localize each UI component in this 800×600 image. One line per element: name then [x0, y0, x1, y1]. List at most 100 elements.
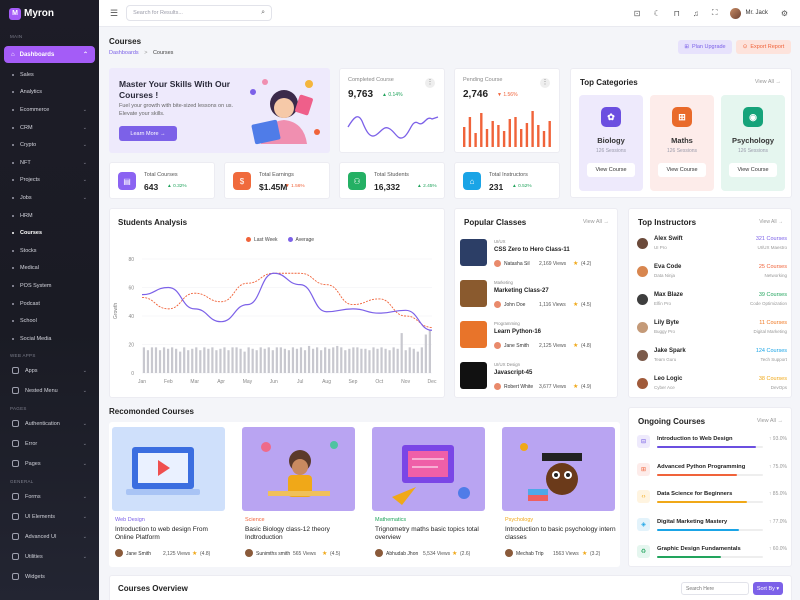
category-maths[interactable]: ⊞ Maths 126 Sessions View Course	[650, 95, 714, 191]
ongoing-course-item[interactable]: ‹› Data Science for Beginners ↑ 85.0%	[637, 490, 787, 512]
sidebar-item-nested[interactable]: Nested Menu ⌄	[0, 381, 99, 401]
sidebar-item-school[interactable]: School	[0, 312, 99, 330]
view-course-button[interactable]: View Course	[587, 163, 635, 177]
sidebar-item-advanced-ui[interactable]: Advanced UI ⌄	[0, 527, 99, 547]
overview-search-input[interactable]	[681, 582, 749, 595]
sidebar-item-apps[interactable]: Apps ⌄	[0, 361, 99, 381]
sidebar-item-medical[interactable]: Medical	[0, 260, 99, 278]
app-logo[interactable]: M Myron	[0, 0, 99, 27]
learn-more-button[interactable]: Learn More →	[119, 126, 177, 141]
recommended-course-card[interactable]: Science Basic Biology class-12 theory Ind…	[242, 427, 363, 569]
instructor-item[interactable]: Max Blaze Elfin Pro 39 Courses Code Optimiz…	[637, 291, 787, 313]
view-all-link[interactable]: View All →	[756, 418, 783, 424]
moon-icon[interactable]: ☾	[653, 8, 661, 18]
more-options-icon[interactable]: ⋮	[425, 78, 435, 88]
ongoing-course-item[interactable]: ♻ Graphic Design Fundamentals ↑ 60.0%	[637, 545, 787, 567]
sidebar-item-podcast[interactable]: Podcast	[0, 295, 99, 313]
sidebar-item-social-media[interactable]: Social Media	[0, 330, 99, 348]
bell-icon[interactable]: ♫	[692, 8, 699, 18]
popular-class-item[interactable]: Programming Learn Python-16 Jane Smith 2,12…	[460, 321, 610, 352]
sidebar-item-pos-system[interactable]: POS System	[0, 277, 99, 295]
instructor-item[interactable]: Eva Code Data Ninja 25 Courses Networking	[637, 263, 787, 285]
sidebar-item-ui-elements[interactable]: UI Elements ⌄	[0, 507, 99, 527]
popular-class-item[interactable]: Marketing Marketing Class-27 John Doe 1,116…	[460, 280, 610, 311]
recommended-course-card[interactable]: Web Design Introduction to web design Fro…	[112, 427, 233, 569]
completed-change: ▲ 0.14%	[382, 92, 403, 98]
sidebar-item-forms[interactable]: Forms ⌄	[0, 487, 99, 507]
search-box[interactable]: ⌕	[126, 5, 273, 21]
gear-icon[interactable]: ⚙	[780, 8, 788, 18]
sidebar-item-dashboards[interactable]: ⌂ Dashboards ⌃	[4, 46, 95, 63]
popular-class-item[interactable]: UI/UX Design Javascript-45 Robert White 3,6…	[460, 362, 610, 393]
sidebar-item-authentication[interactable]: Authentication ⌄	[0, 414, 99, 434]
instructor-item[interactable]: Leo Logic Cyber Ace 38 Courses DevOps	[637, 375, 787, 397]
avatar	[637, 350, 648, 361]
sidebar-item-hrm[interactable]: HRM	[0, 207, 99, 225]
cart-icon[interactable]: ⊓	[673, 8, 680, 18]
language-icon[interactable]: ⊡	[633, 8, 641, 18]
instructor-course-count: 25 Courses	[758, 264, 787, 270]
chevron-down-icon: ⌄	[82, 460, 87, 467]
view-course-button[interactable]: View Course	[658, 163, 706, 177]
plan-upgrade-button[interactable]: ⊞ Plan Upgrade	[678, 40, 732, 54]
recommended-course-card[interactable]: Psychology Introduction to basic psycholo…	[502, 427, 623, 569]
category-psychology[interactable]: ◉ Psychology 126 Sessions View Course	[721, 95, 785, 191]
top-bar: ☰ ⌕ ⊡ ☾ ⊓ ♫ ⛶ Mr. Jack ⚙	[99, 0, 800, 27]
recommended-title: Recomonded Courses	[109, 407, 194, 416]
legend-average[interactable]: Average	[287, 237, 314, 243]
sidebar-item-jobs[interactable]: Jobs ⌄	[0, 189, 99, 207]
view-all-link[interactable]: View All →	[582, 219, 609, 225]
fullscreen-icon[interactable]: ⛶	[711, 8, 718, 17]
pending-bar-chart	[463, 111, 551, 147]
stat-value: 643	[144, 182, 159, 192]
pending-bar	[502, 131, 506, 147]
legend-last-week[interactable]: Last Week	[246, 237, 278, 243]
bullet-icon	[12, 161, 14, 164]
user-menu[interactable]: Mr. Jack	[730, 7, 768, 19]
sidebar-item-ecommerce[interactable]: Ecommerce ⌄	[0, 101, 99, 119]
instructor-item[interactable]: Alex Swift UI Pro 321 Courses UI/UX Maestro	[637, 235, 787, 257]
view-course-button[interactable]: View Course	[729, 163, 777, 177]
courses-overview-card: Courses Overview Sort By ▾	[109, 575, 792, 600]
sidebar-item-courses[interactable]: Courses	[0, 224, 99, 242]
x-tick-label: Aug	[322, 379, 331, 385]
search-icon[interactable]: ⌕	[261, 9, 266, 16]
chart-bar	[328, 348, 331, 373]
avatar	[637, 266, 648, 277]
chevron-down-icon: ⌄	[82, 367, 87, 374]
class-rating: (4.9)	[581, 384, 592, 390]
sidebar-item-sales[interactable]: Sales	[0, 66, 99, 84]
stat-change: ▲ 0.32%	[167, 184, 187, 189]
sidebar-item-utilities[interactable]: Utilities ⌄	[0, 547, 99, 567]
sidebar-item-projects[interactable]: Projects ⌄	[0, 172, 99, 190]
view-all-link[interactable]: View All →	[754, 79, 781, 85]
sidebar-item-stocks[interactable]: Stocks	[0, 242, 99, 260]
instructor-item[interactable]: Lily Byte Buggy Pro 11 Courses Digital Mark…	[637, 319, 787, 341]
avatar	[494, 342, 501, 349]
chart-bar	[219, 348, 222, 373]
sidebar-item-analytics[interactable]: Analytics	[0, 84, 99, 102]
sort-by-button[interactable]: Sort By ▾	[753, 582, 783, 595]
recommended-course-card[interactable]: Mathematics Trignometry maths basic topic…	[372, 427, 493, 569]
sidebar-item-crypto[interactable]: Crypto ⌄	[0, 136, 99, 154]
menu-toggle-icon[interactable]: ☰	[110, 7, 119, 18]
export-report-button[interactable]: ⊙ Export Report	[736, 40, 791, 54]
ongoing-course-item[interactable]: ⊟ Introduction to Web Design ↑ 93.0%	[637, 435, 787, 457]
instructor-item[interactable]: Jake Spark Team Guru 124 Courses Tech Suppo…	[637, 347, 787, 369]
breadcrumb-home[interactable]: Dashboards	[109, 50, 139, 56]
sidebar-item-nft[interactable]: NFT ⌄	[0, 154, 99, 172]
sidebar-item-label: Dashboards	[19, 51, 55, 58]
progress-fill	[657, 556, 721, 558]
category-name: Maths	[671, 136, 693, 145]
ongoing-course-item[interactable]: ◈ Digital Marketing Mastery ↑ 77.0%	[637, 517, 787, 540]
view-all-link[interactable]: View All →	[759, 219, 783, 225]
sidebar-item-error[interactable]: Error ⌄	[0, 434, 99, 454]
popular-class-item[interactable]: UI/UX CSS Zero to Hero Class-11 Natasha Si…	[460, 239, 610, 270]
sidebar-item-crm[interactable]: CRM ⌄	[0, 119, 99, 137]
sidebar-item-widgets[interactable]: Widgets	[0, 567, 99, 587]
sidebar-item-pages[interactable]: Pages ⌄	[0, 454, 99, 474]
ongoing-course-item[interactable]: ⊞ Advanced Python Programming ↑ 75.0%	[637, 462, 787, 485]
category-biology[interactable]: ✿ Biology 126 Sessions View Course	[579, 95, 643, 191]
search-input[interactable]	[133, 10, 244, 16]
more-options-icon[interactable]: ⋮	[540, 78, 550, 88]
